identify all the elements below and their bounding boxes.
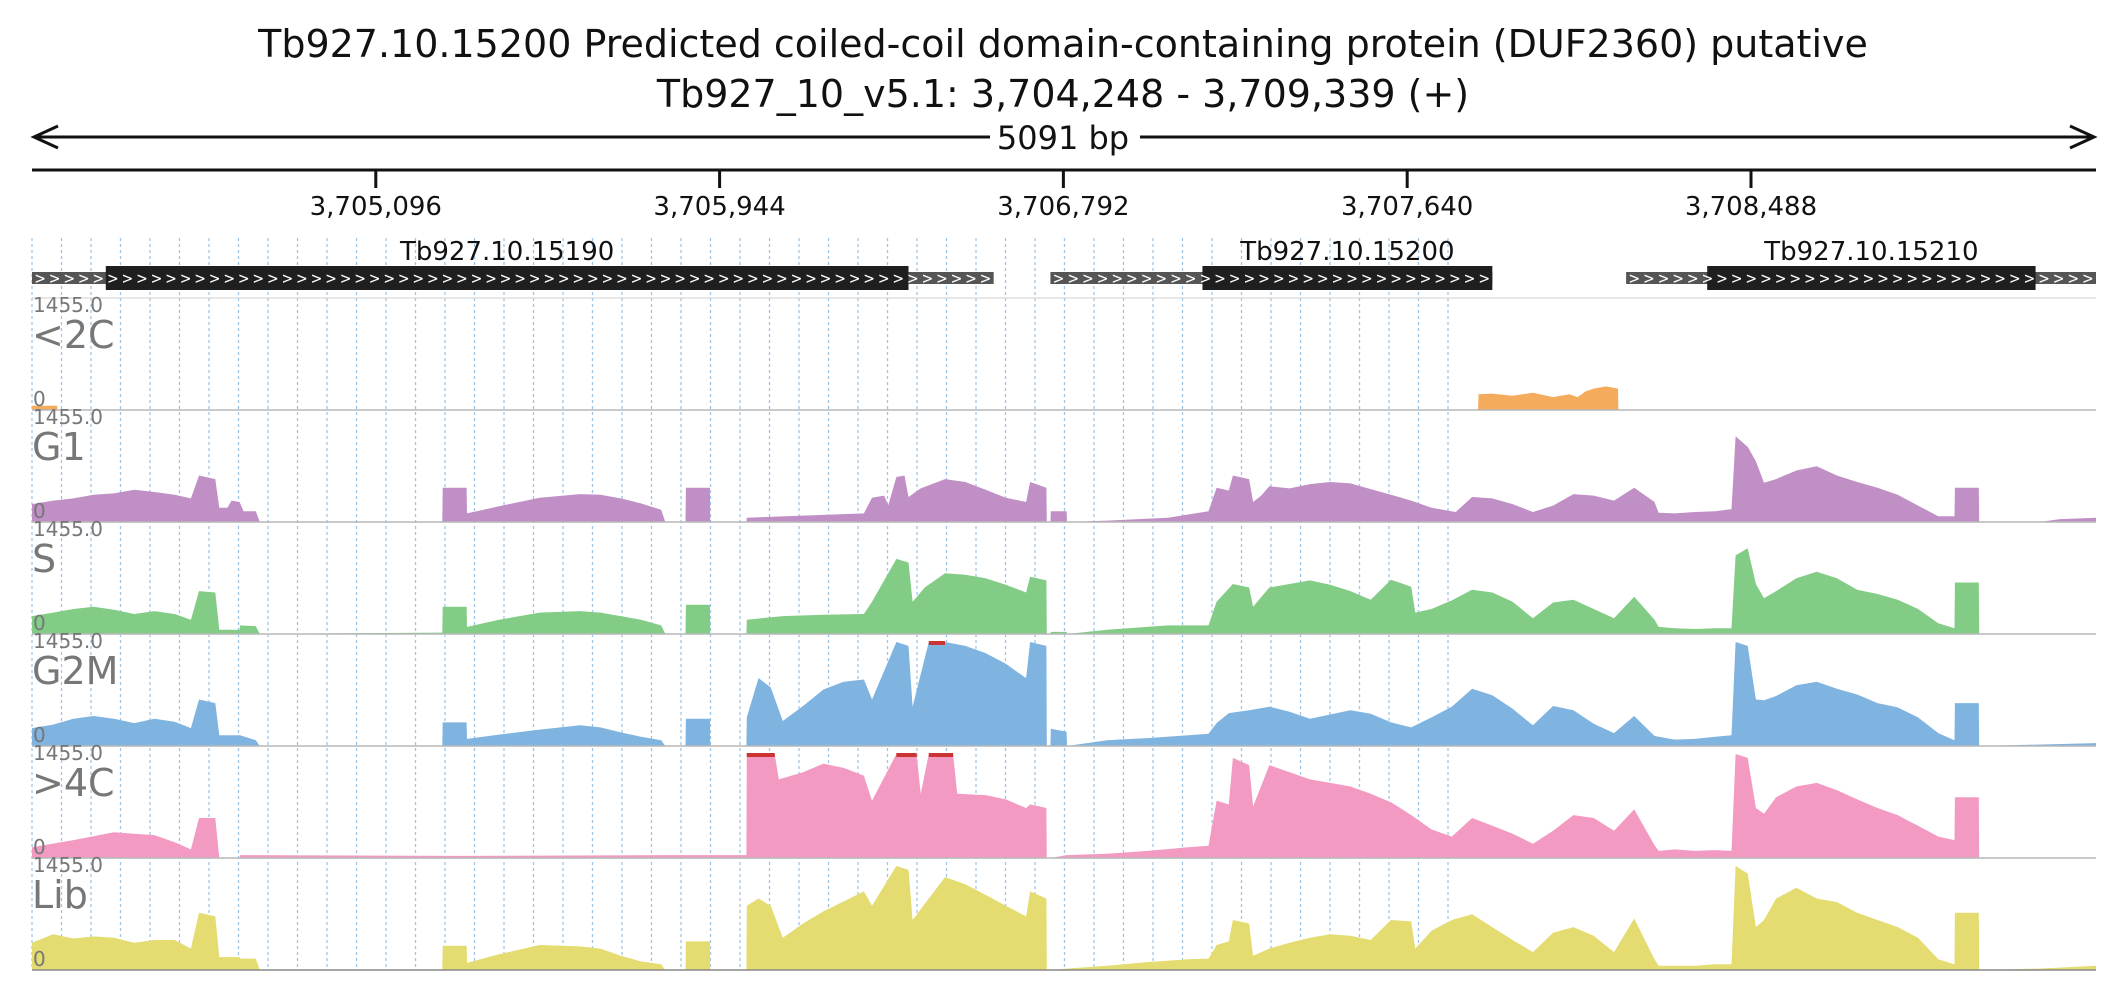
track-ymax-label: 1455.0: [33, 405, 103, 429]
track-ymax-label: 1455.0: [33, 741, 103, 765]
coverage-area: [32, 866, 2096, 970]
track-name: Lib: [32, 873, 88, 917]
track-ymin-label: 0: [33, 723, 46, 747]
track-ymin-label: 0: [33, 387, 46, 411]
clipped-peak-marker: [928, 641, 946, 645]
span-label-background: [990, 117, 1140, 157]
track-ymax-label: 1455.0: [33, 517, 103, 541]
track-ymin-label: 0: [33, 947, 46, 971]
clipped-peak-marker: [746, 753, 775, 757]
track-lib: [32, 857, 2096, 971]
coverage-area: [32, 386, 2096, 410]
axis-tick-label: 3,707,640: [1341, 192, 1473, 222]
gene-label: Tb927.10.15210: [1763, 237, 1978, 267]
gene-model: >>>>>>>>>>>>>>>>>>>>>>>>>>>>>>: [1050, 266, 1493, 290]
span-arrow-left-head: [30, 124, 59, 150]
gene-model: >>>>>>>>>>>>>>>>>>>>>>>>>>>>>>>>>>>>>>>>…: [32, 266, 994, 290]
track-ymin-label: 0: [33, 499, 46, 523]
gene-model: >>>>>>>>>>>>>>>>>>>>>>>>>>>>>>>>: [1626, 266, 2096, 290]
gene-cds: [1202, 266, 1493, 290]
track-ymin-label: 0: [33, 611, 46, 635]
axis-tick-label: 3,705,096: [310, 192, 442, 222]
gene-cds: [1707, 266, 2036, 290]
track-name: S: [32, 537, 56, 581]
gene-label: Tb927.10.15190: [399, 237, 614, 267]
track-name: <2C: [32, 313, 115, 357]
track-name: G1: [32, 425, 86, 469]
axis-tick-label: 3,706,792: [997, 192, 1129, 222]
track-ymin-label: 0: [33, 835, 46, 859]
track-name: G2M: [32, 649, 118, 693]
gene-cds: [105, 266, 909, 290]
coverage-area: [32, 754, 2096, 858]
coverage-area: [32, 436, 2096, 522]
span-arrow-right-head: [2069, 124, 2098, 150]
axis-tick-label: 3,705,944: [653, 192, 785, 222]
span-label: 5091 bp: [997, 119, 1129, 157]
clipped-peak-marker: [928, 753, 954, 757]
track-ymax-label: 1455.0: [33, 853, 103, 877]
gene-label: Tb927.10.15200: [1239, 237, 1454, 267]
coverage-area: [32, 642, 2096, 746]
locus-coordinates: Tb927_10_v5.1: 3,704,248 - 3,709,339 (+): [656, 72, 1470, 116]
track-ymax-label: 1455.0: [33, 293, 103, 317]
track-name: >4C: [32, 761, 115, 805]
axis-tick-label: 3,708,488: [1685, 192, 1817, 222]
coverage-area: [32, 548, 2096, 634]
gene-title: Tb927.10.15200 Predicted coiled-coil dom…: [258, 22, 1868, 66]
track-ymax-label: 1455.0: [33, 629, 103, 653]
clipped-peak-marker: [896, 753, 917, 757]
grid-lines: [31, 238, 1449, 970]
